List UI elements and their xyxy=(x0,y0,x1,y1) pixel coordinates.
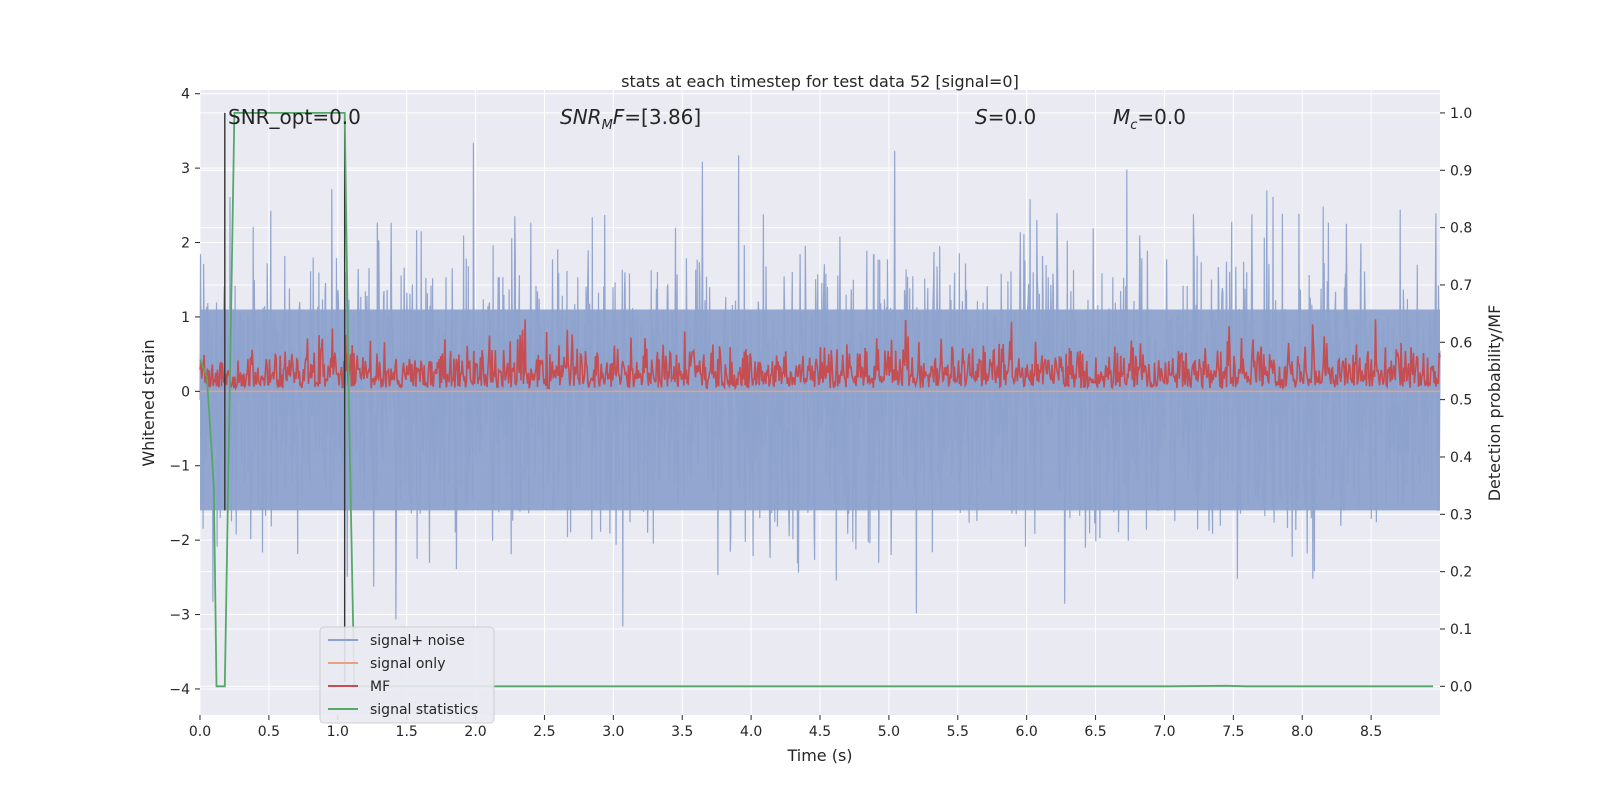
legend-label-signal: signal only xyxy=(370,656,445,672)
annotation-mc: Mc=0.0 xyxy=(1113,105,1186,133)
y-axis-ticks: −4 −3 −2 −1 0 1 2 3 4 xyxy=(169,87,200,698)
x-tick-label-13: 6.5 xyxy=(1084,724,1106,740)
y-tick-label-2: −2 xyxy=(169,533,190,549)
x-tick-label-0: 0.0 xyxy=(189,724,211,740)
yr-tick-label-4: 0.4 xyxy=(1450,450,1472,466)
yr-tick-label-1: 0.1 xyxy=(1450,622,1472,638)
x-tick-label-8: 4.0 xyxy=(740,724,762,740)
signal-statistics-line xyxy=(199,112,1434,688)
x-tick-label-4: 2.0 xyxy=(464,724,486,740)
legend-label-noise: signal+ noise xyxy=(370,633,465,649)
annotation-mc-rest: =0.0 xyxy=(1137,105,1186,129)
x-tick-label-2: 1.0 xyxy=(327,724,349,740)
x-tick-label-7: 3.5 xyxy=(671,724,693,740)
annotation-s: S=0.0 xyxy=(975,105,1036,129)
annotation-snr-opt: SNR_opt=0.0 xyxy=(228,105,361,129)
x-axis-label: Time (s) xyxy=(786,746,852,765)
y-tick-label-4: 0 xyxy=(181,384,190,400)
x-tick-label-16: 8.0 xyxy=(1291,724,1313,740)
mf-line xyxy=(199,319,1441,391)
x-tick-label-15: 7.5 xyxy=(1222,724,1244,740)
yr-tick-label-6: 0.6 xyxy=(1450,335,1472,351)
yr-tick-label-9: 0.9 xyxy=(1450,163,1472,179)
x-tick-label-17: 8.5 xyxy=(1360,724,1382,740)
yr-tick-label-2: 0.2 xyxy=(1450,565,1472,581)
y-axis-label: Whitened strain xyxy=(139,339,158,466)
chart-title: stats at each timestep for test data 52 … xyxy=(621,72,1019,91)
legend-label-mf: MF xyxy=(370,679,390,695)
x-axis-ticks: 0.0 0.5 1.0 1.5 2.0 2.5 3.0 3.5 4.0 4.5 5.0 5.5 6.0 6… xyxy=(189,715,1382,740)
legend-box xyxy=(319,626,495,724)
annotation-snr-mf-rest: =[3.86] xyxy=(624,105,701,129)
y-tick-label-8: 4 xyxy=(181,87,190,103)
y-tick-label-6: 2 xyxy=(181,236,190,252)
annotation-snr-mf-main: SNR xyxy=(560,105,602,129)
x-tick-label-11: 5.5 xyxy=(947,724,969,740)
yr-tick-label-10: 1.0 xyxy=(1450,106,1472,122)
x-tick-label-3: 1.5 xyxy=(396,724,418,740)
yr-tick-label-0: 0.0 xyxy=(1450,679,1472,695)
y-tick-label-3: −1 xyxy=(169,459,190,475)
y-tick-label-7: 3 xyxy=(181,161,190,177)
right-axis-label: Detection probability/MF xyxy=(1485,305,1504,502)
x-tick-label-6: 3.0 xyxy=(602,724,624,740)
series-signal-statistics xyxy=(199,112,1434,688)
series-signal-plus-noise xyxy=(199,142,1441,627)
legend-label-stat: signal statistics xyxy=(370,702,478,718)
y-tick-label-1: −3 xyxy=(169,608,190,624)
annotation-snr-mf-sub: M xyxy=(602,118,613,133)
x-tick-label-5: 2.5 xyxy=(533,724,555,740)
annotation-s-rest: =0.0 xyxy=(988,105,1037,129)
yr-tick-label-5: 0.5 xyxy=(1450,393,1472,409)
annotation-snr-mf: SNRMF=[3.86] xyxy=(560,105,701,133)
annotation-mc-main: M xyxy=(1113,105,1130,129)
x-tick-label-1: 0.5 xyxy=(258,724,280,740)
x-tick-label-14: 7.0 xyxy=(1153,724,1175,740)
yr-tick-label-8: 0.8 xyxy=(1450,221,1472,237)
y-tick-label-0: −4 xyxy=(169,682,190,698)
vertical-markers xyxy=(224,112,346,682)
legend: signal+ noise signal only MF signal stat… xyxy=(319,626,495,724)
series-mf xyxy=(199,319,1441,391)
x-tick-label-12: 6.0 xyxy=(1016,724,1038,740)
right-axis-ticks: 0.0 0.1 0.2 0.3 0.4 0.5 0.6 0.7 0.8 0.9 1.0 xyxy=(1440,106,1472,695)
yr-tick-label-7: 0.7 xyxy=(1450,278,1472,294)
y-tick-label-5: 1 xyxy=(181,310,190,326)
yr-tick-label-3: 0.3 xyxy=(1450,507,1472,523)
annotation-snr-mf-rest-it: F xyxy=(613,105,625,129)
noise-line xyxy=(199,142,1441,627)
x-tick-label-9: 4.5 xyxy=(809,724,831,740)
annotation-mc-sub: c xyxy=(1130,118,1137,133)
x-tick-label-10: 5.0 xyxy=(878,724,900,740)
annotation-s-main: S xyxy=(975,105,988,129)
